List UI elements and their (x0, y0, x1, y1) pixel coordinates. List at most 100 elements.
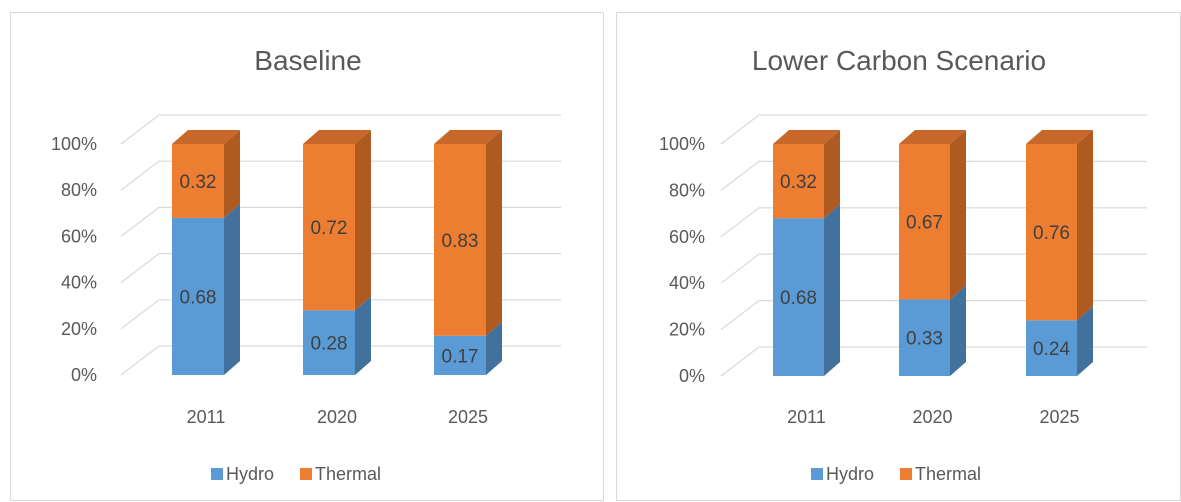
bar-front-face (303, 144, 355, 311)
bar-front-face (1026, 320, 1077, 376)
y-tick-label: 0% (71, 365, 97, 385)
y-tick-label: 100% (51, 134, 97, 154)
x-category-label: 2025 (1039, 407, 1079, 427)
bar-thermal-2011: 0.32 (773, 130, 840, 219)
bar-hydro-2011: 0.68 (172, 203, 240, 375)
bar-side-face (486, 130, 502, 336)
legend-swatch-thermal (900, 468, 912, 480)
data-label: 0.32 (780, 172, 817, 193)
legend-label-hydro: Hydro (826, 464, 874, 484)
gridlines (120, 114, 561, 376)
y-tick-label: 80% (669, 180, 705, 200)
bar-front-face (172, 217, 224, 375)
bar-hydro-2020: 0.33 (899, 285, 966, 376)
data-label: 0.68 (180, 287, 217, 308)
bars: 0.68 0.32 0.33 0.67 0.24 0.76 (773, 130, 1093, 376)
gridline (720, 160, 1147, 191)
x-category-label: 2011 (787, 407, 826, 427)
y-tick-label: 20% (61, 319, 97, 339)
bar-thermal-2011: 0.32 (172, 130, 240, 218)
gridline (720, 346, 1147, 377)
bar-top-face (1026, 130, 1093, 144)
bar-front-face (434, 144, 486, 336)
legend-swatch-thermal (300, 468, 312, 480)
data-label: 0.68 (780, 288, 817, 309)
gridline (120, 114, 561, 145)
x-category-label: 2020 (317, 407, 357, 427)
bar-top-face (434, 130, 502, 144)
bar-side-face (1077, 130, 1093, 321)
bar-thermal-2025: 0.83 (434, 130, 502, 336)
bar-top-face (899, 130, 966, 144)
legend-label-hydro: Hydro (226, 464, 274, 484)
legend-label-thermal: Thermal (315, 464, 381, 484)
chart-baseline: Baseline0%20%40%60%80%100%0.680.320.280.… (51, 45, 561, 484)
y-tick-label: 80% (61, 180, 97, 200)
legend-swatch-hydro (211, 468, 223, 480)
data-label: 0.24 (1033, 339, 1070, 360)
bar-thermal-2020: 0.67 (899, 130, 966, 300)
x-category-label: 2011 (187, 407, 226, 427)
bar-side-face (486, 321, 502, 375)
bar-front-face (172, 144, 224, 218)
y-tick-label: 60% (669, 227, 705, 247)
bar-side-face (950, 130, 966, 300)
gridline (120, 253, 561, 284)
y-tick-label: 40% (669, 273, 705, 293)
gridlines (720, 114, 1147, 377)
bar-hydro-2011: 0.68 (773, 204, 840, 376)
data-label: 0.76 (1033, 223, 1070, 244)
data-label: 0.72 (311, 218, 348, 239)
bar-thermal-2025: 0.76 (1026, 130, 1093, 321)
gridline (120, 299, 561, 330)
bar-front-face (899, 144, 950, 300)
y-tick-label: 40% (61, 273, 97, 293)
legend: Hydro Thermal (211, 464, 381, 484)
bar-hydro-2020: 0.28 (303, 296, 371, 375)
bar-front-face (899, 299, 950, 376)
data-label: 0.33 (906, 329, 943, 350)
legend-swatch-hydro (811, 468, 823, 480)
gridline (120, 160, 561, 191)
data-label: 0.83 (442, 231, 479, 252)
gridline (720, 114, 1147, 145)
bar-front-face (773, 218, 824, 376)
gridline (120, 206, 561, 237)
data-label: 0.67 (906, 213, 943, 234)
data-label: 0.28 (311, 334, 348, 355)
bar-side-face (224, 203, 240, 375)
y-tick-label: 0% (679, 366, 705, 386)
data-label: 0.32 (180, 172, 217, 193)
bar-hydro-2025: 0.17 (434, 321, 502, 375)
legend: Hydro Thermal (811, 464, 981, 484)
x-category-label: 2020 (912, 407, 952, 427)
bar-front-face (1026, 144, 1077, 321)
bar-side-face (355, 130, 371, 311)
y-tick-label: 100% (659, 134, 705, 154)
gridline (120, 345, 561, 376)
data-label: 0.17 (442, 346, 479, 367)
bar-side-face (355, 296, 371, 375)
gridline (720, 253, 1147, 284)
chart-title: Baseline (254, 45, 361, 76)
bar-top-face (172, 130, 240, 144)
bar-top-face (303, 130, 371, 144)
bar-side-face (950, 285, 966, 376)
y-tick-label: 60% (61, 226, 97, 246)
y-tick-label: 20% (669, 320, 705, 340)
gridline (720, 300, 1147, 331)
chart-title: Lower Carbon Scenario (752, 45, 1046, 76)
gridline (720, 207, 1147, 238)
legend-label-thermal: Thermal (915, 464, 981, 484)
bar-side-face (224, 130, 240, 218)
chart-panel-baseline: Baseline 0% 20% 40% 60% 80% 100% 0.68 0.32 0.28 0.… (10, 12, 604, 501)
bar-hydro-2025: 0.24 (1026, 306, 1093, 376)
bar-front-face (434, 335, 486, 375)
chart-lower-carbon: Lower Carbon Scenario 0% 20% 40% 60% 80% 100% 0… (659, 45, 1147, 484)
bar-side-face (824, 130, 840, 219)
bar-front-face (773, 144, 824, 219)
bar-top-face (773, 130, 840, 144)
bar-thermal-2020: 0.72 (303, 130, 371, 311)
bars: 0.68 0.32 0.28 0.72 0.17 0.83 (172, 130, 502, 375)
bar-front-face (303, 310, 355, 375)
